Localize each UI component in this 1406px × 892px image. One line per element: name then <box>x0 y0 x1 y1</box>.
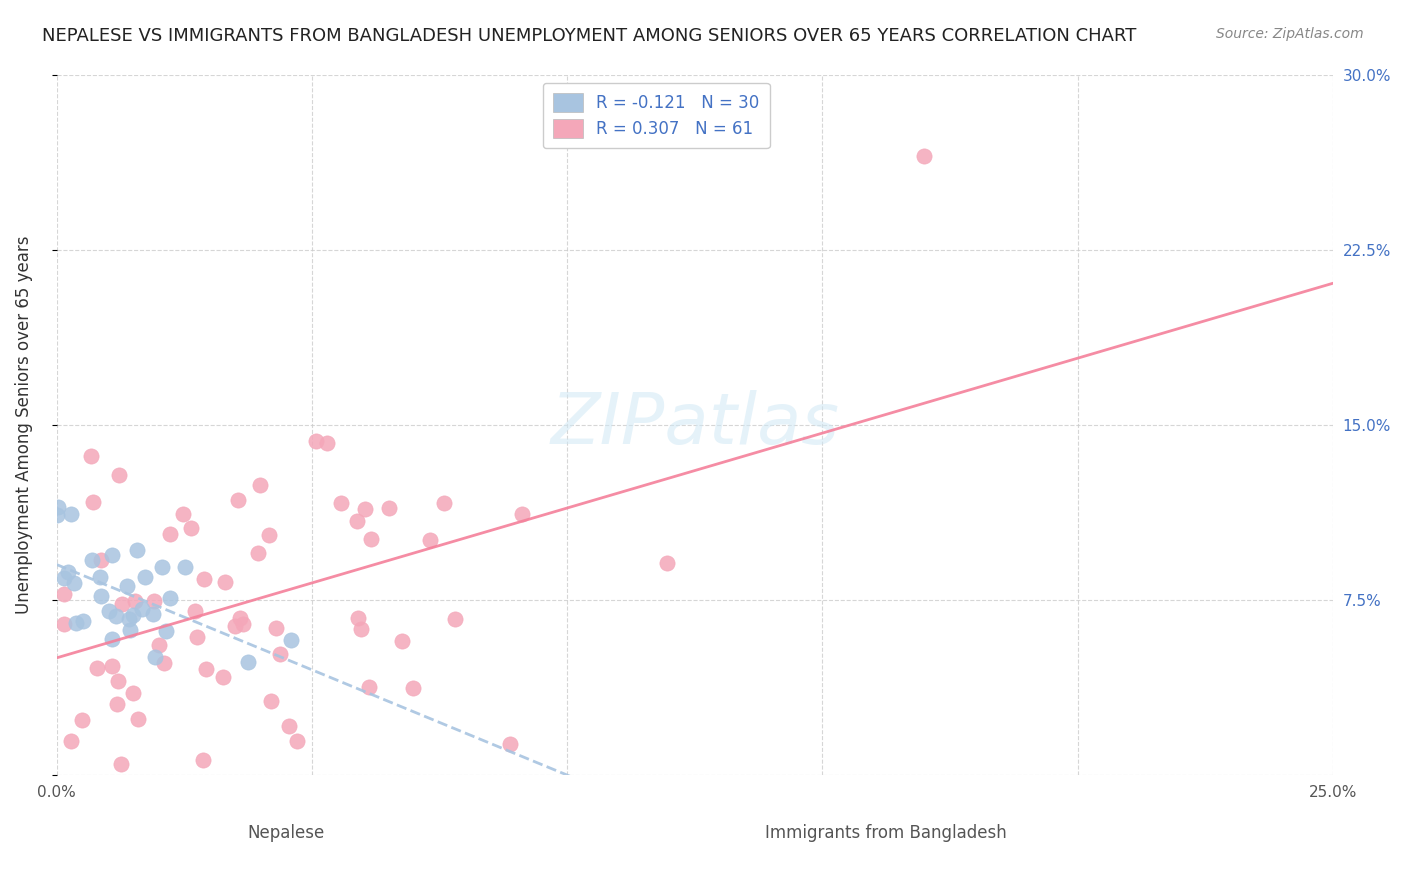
Point <box>152 560 174 574</box>
Point <box>107 673 129 688</box>
Point <box>45 508 67 522</box>
Point <box>419 533 441 548</box>
Point <box>246 546 269 560</box>
Point <box>347 611 370 625</box>
Point <box>100 548 122 562</box>
Point <box>62 576 84 591</box>
Point <box>499 737 522 751</box>
Point <box>82 553 104 567</box>
Y-axis label: Unemployment Among Seniors over 65 years: Unemployment Among Seniors over 65 years <box>15 235 32 614</box>
Point <box>125 543 148 558</box>
Point <box>80 450 103 464</box>
Point <box>277 719 299 733</box>
Point <box>193 572 215 586</box>
Point <box>143 649 166 664</box>
Point <box>100 632 122 646</box>
Text: Immigrants from Bangladesh: Immigrants from Bangladesh <box>765 824 1007 842</box>
Point <box>82 494 104 508</box>
Point <box>52 571 75 585</box>
Point <box>120 623 142 637</box>
Point <box>155 624 177 639</box>
Point <box>180 521 202 535</box>
Point <box>86 661 108 675</box>
Point <box>391 634 413 648</box>
Point <box>118 612 141 626</box>
Point <box>236 655 259 669</box>
Point <box>184 604 207 618</box>
Point <box>226 492 249 507</box>
Point <box>115 579 138 593</box>
Point <box>316 436 339 450</box>
Point <box>131 601 153 615</box>
Point <box>191 753 214 767</box>
Point <box>172 507 194 521</box>
Point <box>186 630 208 644</box>
Point <box>122 607 145 622</box>
Point <box>214 575 236 590</box>
Point <box>89 570 111 584</box>
Point <box>153 656 176 670</box>
Point <box>53 616 76 631</box>
Point <box>285 734 308 748</box>
Point <box>124 593 146 607</box>
Point <box>350 623 373 637</box>
Point <box>232 616 254 631</box>
Point <box>98 604 121 618</box>
Point <box>90 589 112 603</box>
Point <box>72 614 94 628</box>
Point <box>110 756 132 771</box>
Point <box>264 621 287 635</box>
Point <box>360 532 382 546</box>
Point <box>260 694 283 708</box>
Point <box>357 681 380 695</box>
Point <box>110 597 132 611</box>
Point <box>159 591 181 606</box>
Point <box>65 616 87 631</box>
Text: ZIPatlas: ZIPatlas <box>550 391 839 459</box>
Point <box>121 685 143 699</box>
Point <box>912 149 935 163</box>
Point <box>148 638 170 652</box>
Point <box>304 434 326 448</box>
Point <box>59 507 82 521</box>
Text: Source: ZipAtlas.com: Source: ZipAtlas.com <box>1216 27 1364 41</box>
Point <box>134 570 156 584</box>
Point <box>229 610 252 624</box>
Point <box>443 612 465 626</box>
Point <box>280 633 302 648</box>
Point <box>194 662 217 676</box>
Point <box>329 496 352 510</box>
Text: NEPALESE VS IMMIGRANTS FROM BANGLADESH UNEMPLOYMENT AMONG SENIORS OVER 65 YEARS : NEPALESE VS IMMIGRANTS FROM BANGLADESH U… <box>42 27 1136 45</box>
Point <box>224 619 246 633</box>
Point <box>657 557 679 571</box>
Point <box>70 713 93 727</box>
Point <box>353 502 375 516</box>
Point <box>510 508 533 522</box>
Point <box>108 467 131 482</box>
Point <box>127 712 149 726</box>
Point <box>257 528 280 542</box>
Point <box>101 658 124 673</box>
Point <box>142 594 165 608</box>
Point <box>402 681 425 695</box>
Point <box>249 478 271 492</box>
Point <box>433 496 456 510</box>
Point <box>212 670 235 684</box>
Legend: R = -0.121   N = 30, R = 0.307   N = 61: R = -0.121 N = 30, R = 0.307 N = 61 <box>543 83 769 148</box>
Point <box>142 607 165 621</box>
Text: Nepalese: Nepalese <box>247 824 325 842</box>
Point <box>173 560 195 574</box>
Point <box>105 609 128 624</box>
Point <box>59 734 82 748</box>
Point <box>159 527 181 541</box>
Point <box>58 565 80 579</box>
Point <box>346 514 368 528</box>
Point <box>90 553 112 567</box>
Point <box>46 500 69 514</box>
Point <box>269 647 291 661</box>
Point <box>53 587 76 601</box>
Point <box>105 697 128 711</box>
Point <box>378 500 401 515</box>
